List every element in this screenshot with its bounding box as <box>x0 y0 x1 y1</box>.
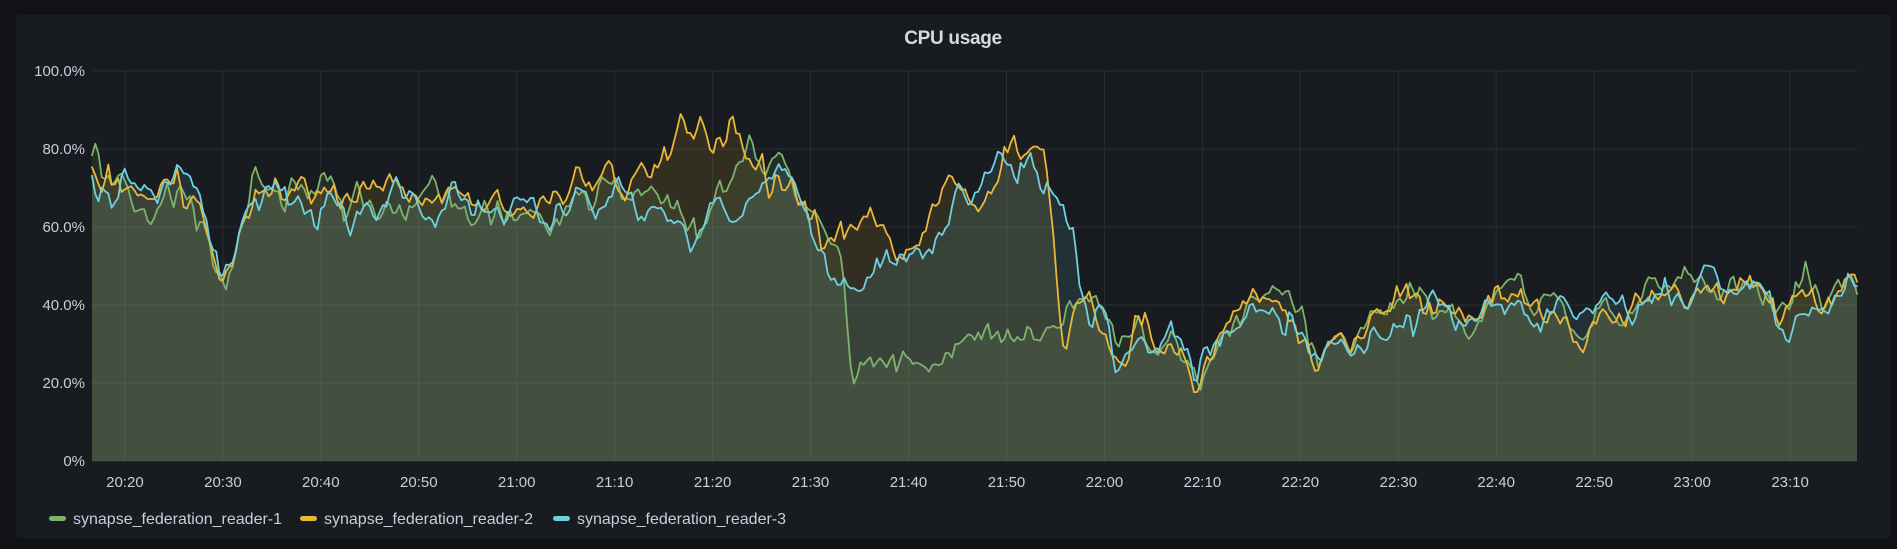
svg-text:synapse_federation_reader-3: synapse_federation_reader-3 <box>577 511 786 528</box>
svg-text:synapse_federation_reader-2: synapse_federation_reader-2 <box>324 511 533 528</box>
svg-text:22:00: 22:00 <box>1086 474 1124 491</box>
svg-text:22:40: 22:40 <box>1477 474 1515 491</box>
svg-text:20.0%: 20.0% <box>42 375 85 392</box>
svg-text:21:40: 21:40 <box>890 474 928 491</box>
svg-text:synapse_federation_reader-1: synapse_federation_reader-1 <box>73 511 282 528</box>
svg-text:80.0%: 80.0% <box>42 141 85 158</box>
svg-text:22:10: 22:10 <box>1184 474 1222 491</box>
svg-text:20:50: 20:50 <box>400 474 438 491</box>
svg-text:100.0%: 100.0% <box>34 63 85 80</box>
svg-text:21:20: 21:20 <box>694 474 732 491</box>
svg-text:22:20: 22:20 <box>1282 474 1320 491</box>
svg-text:CPU usage: CPU usage <box>904 28 1002 49</box>
svg-text:40.0%: 40.0% <box>42 297 85 314</box>
svg-text:21:50: 21:50 <box>988 474 1026 491</box>
svg-text:23:00: 23:00 <box>1673 474 1711 491</box>
svg-text:0%: 0% <box>63 453 85 470</box>
svg-text:22:30: 22:30 <box>1380 474 1418 491</box>
svg-text:60.0%: 60.0% <box>42 219 85 236</box>
svg-text:20:30: 20:30 <box>204 474 242 491</box>
svg-text:23:10: 23:10 <box>1771 474 1809 491</box>
svg-text:21:10: 21:10 <box>596 474 634 491</box>
svg-text:20:20: 20:20 <box>106 474 144 491</box>
svg-text:21:00: 21:00 <box>498 474 536 491</box>
svg-text:21:30: 21:30 <box>792 474 830 491</box>
svg-text:20:40: 20:40 <box>302 474 340 491</box>
svg-text:22:50: 22:50 <box>1575 474 1613 491</box>
